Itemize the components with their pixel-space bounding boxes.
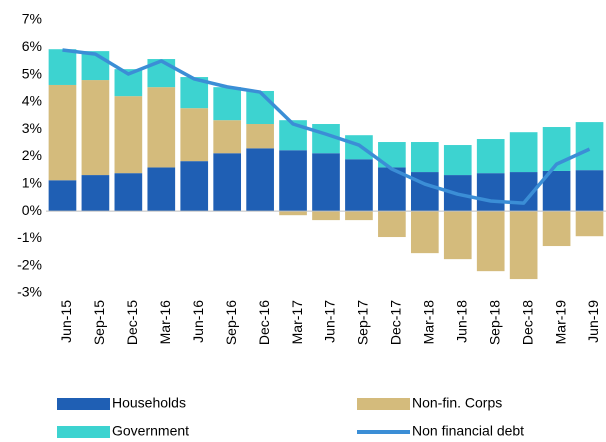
bar-segment [476,173,505,212]
x-tick-label: Dec-15 [124,300,140,345]
bar-segment [443,145,472,176]
bar-segment [575,122,604,171]
x-tick-label: Mar-19 [552,300,568,345]
bar-segment [114,173,143,212]
bar-segment [147,87,176,168]
bar-segment [443,211,472,260]
y-tick-label: 2% [22,147,42,163]
bar-segment [378,211,406,238]
x-tick-label: Mar-16 [157,300,173,345]
y-tick-label: 1% [22,175,42,191]
y-tick-label: -3% [17,284,42,300]
bar-segment [81,80,110,176]
bar-segment [575,170,604,212]
bar-segment [345,159,373,212]
bar-segment [410,211,439,254]
bar-segment [213,120,242,154]
bar-segment [246,124,274,149]
bar-segment [180,161,209,212]
bar-segment [48,84,77,181]
bar-segment [476,139,505,174]
x-tick-label: Sep-17 [355,300,371,345]
y-tick-label: 6% [22,38,42,54]
x-tick-label: Jun-18 [453,300,469,343]
bar-segment [509,132,538,173]
line-series [62,48,591,205]
x-tick-label: Jun-17 [322,300,338,343]
legend-label: Households [112,395,186,411]
y-tick-label: 3% [22,120,42,136]
bar-segment [312,153,340,212]
x-tick-label: Jun-15 [58,300,74,343]
y-tick-label: -2% [17,256,42,272]
x-tick-label: Sep-16 [223,300,239,345]
x-tick-label: Mar-18 [421,300,437,345]
bar-segment [509,211,538,280]
x-tick-label: Sep-15 [91,300,107,345]
x-tick-label: Dec-16 [256,300,272,345]
y-tick-label: 7% [22,11,42,27]
x-tick-label: Dec-18 [519,300,535,345]
bar-segment [476,211,505,272]
bar-segment [575,211,604,237]
x-tick-label: Jun-19 [585,300,601,343]
legend-swatch [57,426,110,438]
bar-segment [213,87,242,121]
bar-segment [312,211,340,221]
x-tick-label: Sep-18 [486,300,502,345]
x-tick-label: Jun-16 [190,300,206,343]
bar-segment [279,211,307,216]
legend-swatch [357,398,410,410]
bar-segment [345,211,373,221]
bar-segment [114,96,143,174]
bar-segment [48,180,77,212]
x-tick-label: Mar-17 [289,300,305,345]
bar-segment [81,175,110,212]
bar-segment [246,90,274,125]
bar-segment [147,167,176,212]
y-tick-label: 0% [22,202,42,218]
bar-segment [542,211,571,247]
bar-segment [213,153,242,212]
bar-segment [345,135,373,160]
bar-segment [410,142,439,173]
legend-swatch [57,398,110,410]
legend-label: Government [112,423,189,439]
x-tick-label: Dec-17 [388,300,404,345]
bar-segment [246,148,274,212]
y-tick-label: 5% [22,65,42,81]
bar-segment [48,49,77,85]
bar-segment [279,150,307,212]
y-tick-label: 4% [22,93,42,109]
legend-label: Non financial debt [412,423,524,439]
bar-segment [180,108,209,162]
legend-label: Non-fin. Corps [412,395,502,411]
y-tick-label: -1% [17,229,42,245]
